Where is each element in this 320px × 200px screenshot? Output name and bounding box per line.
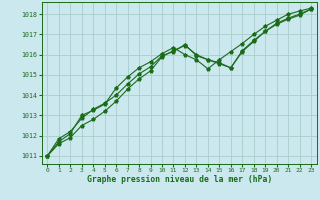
X-axis label: Graphe pression niveau de la mer (hPa): Graphe pression niveau de la mer (hPa)	[87, 175, 272, 184]
